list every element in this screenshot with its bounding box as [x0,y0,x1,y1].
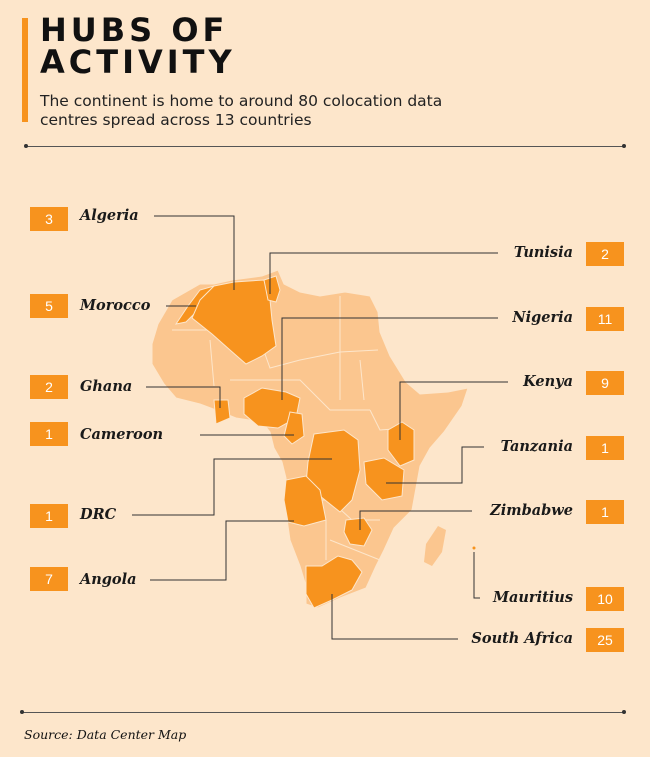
leader-line-mauritius [473,552,480,599]
leader-line-tunisia [269,252,498,294]
leader-line-tanzania [386,446,484,484]
country-shape-tunisia [263,275,281,303]
country-label-zimbabwe: Zimbabwe [490,502,573,519]
country-label-tanzania: Tanzania [500,438,573,455]
country-shape-tanzania [363,457,405,501]
count-badge-angola: 7 [30,567,68,591]
leader-lines [132,215,508,640]
country-label-morocco: Morocco [80,297,151,314]
top-divider [24,144,626,148]
page-title: HUBS OF ACTIVITY [40,14,236,78]
count-badge-mauritius: 10 [586,587,624,611]
title-line-2: ACTIVITY [40,43,236,81]
count-badge-morocco: 5 [30,294,68,318]
count-badge-cameroon: 1 [30,422,68,446]
leader-line-angola [150,520,294,581]
count-badge-ghana: 2 [30,375,68,399]
madagascar-island [424,526,446,566]
country-label-cameroon: Cameroon [80,426,164,443]
country-borders [172,296,411,561]
source-note: Source: Data Center Map [24,727,187,742]
count-badge-zimbabwe: 1 [586,500,624,524]
country-label-mauritius: Mauritius [492,589,573,606]
country-shape-zimbabwe [343,517,373,547]
country-shape-kenya [387,421,415,467]
africa-continent [151,269,469,609]
country-label-ghana: Ghana [80,378,133,395]
count-badge-kenya: 9 [586,371,624,395]
country-shape-ghana [213,399,231,425]
country-label-nigeria: Nigeria [512,309,573,326]
country-shape-south-africa [305,555,363,609]
leader-line-kenya [399,381,508,440]
count-badge-south-africa: 25 [586,628,624,652]
country-shape-angola [283,475,327,527]
count-badge-tanzania: 1 [586,436,624,460]
count-badge-tunisia: 2 [586,242,624,266]
country-label-kenya: Kenya [523,373,573,390]
country-label-algeria: Algeria [80,207,139,224]
bottom-divider [20,710,626,714]
count-badge-algeria: 3 [30,207,68,231]
leader-line-algeria [154,215,235,290]
title-line-1: HUBS OF [40,11,229,49]
country-label-tunisia: Tunisia [513,244,573,261]
leader-line-nigeria [281,317,498,400]
country-label-south-africa: South Africa [471,630,573,647]
country-label-drc: DRC [80,506,117,523]
subtitle: The continent is home to around 80 coloc… [40,92,443,129]
leader-line-ghana [146,386,221,408]
leader-line-south-africa [331,594,458,640]
count-badge-drc: 1 [30,504,68,528]
leader-line-zimbabwe [359,510,472,530]
title-accent-bar [22,18,28,122]
country-label-angola: Angola [80,571,137,588]
country-shape-cameroon [283,411,305,445]
leader-line-drc [132,458,332,516]
count-badge-nigeria: 11 [586,307,624,331]
country-shape-mauritius [471,545,477,551]
